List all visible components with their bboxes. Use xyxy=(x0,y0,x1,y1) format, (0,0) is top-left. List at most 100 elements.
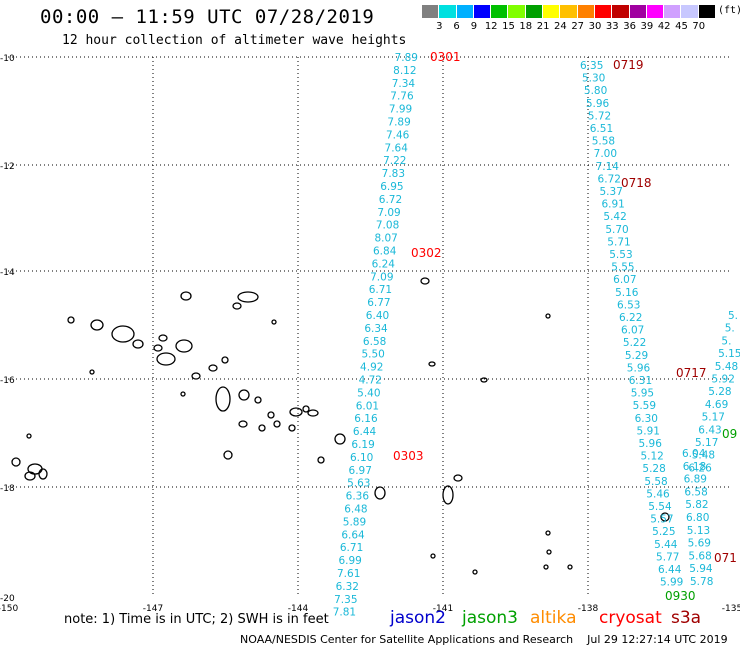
wave-height-value: 5.78 xyxy=(690,576,713,588)
wave-height-value: 7.89 xyxy=(387,117,410,129)
wave-height-value: 5.17 xyxy=(702,412,725,424)
legend-swatch xyxy=(473,5,492,18)
wave-height-value: 7.09 xyxy=(370,271,393,283)
legend-tick-label: 15 xyxy=(502,21,515,32)
island-outline xyxy=(89,369,95,375)
island-outline xyxy=(237,291,259,303)
legend-swatch xyxy=(508,5,526,18)
wave-height-value: 7.00 xyxy=(594,148,617,160)
island-outline xyxy=(258,424,266,432)
legend-tick-label: 27 xyxy=(571,21,585,32)
wave-height-value: 5.58 xyxy=(592,136,615,148)
island-outline xyxy=(289,407,303,417)
wave-height-value: 5.22 xyxy=(623,337,646,349)
wave-height-value: 6.77 xyxy=(367,297,390,309)
legend-swatch xyxy=(456,5,474,18)
wave-height-value: 5.37 xyxy=(600,186,623,198)
wave-height-value: 6.91 xyxy=(601,199,624,211)
longitude-label: -150 xyxy=(0,604,18,614)
longitude-label: -144 xyxy=(288,604,309,614)
island-outline xyxy=(238,389,250,401)
island-outline xyxy=(223,450,233,460)
wave-height-value: 6.58 xyxy=(363,336,386,348)
legend-tick-label: 33 xyxy=(605,21,619,32)
island-outline xyxy=(191,372,201,380)
wave-height-value: 5.13 xyxy=(687,525,710,537)
wave-height-value: 7.22 xyxy=(383,155,406,167)
wave-height-value: 5.16 xyxy=(615,287,639,299)
island-outline xyxy=(660,512,670,522)
longitude-label: -135 xyxy=(722,604,740,614)
wave-height-value: 5.57 xyxy=(650,514,673,526)
island-outline xyxy=(420,277,430,285)
wave-height-value: 5.48 xyxy=(715,361,738,373)
wave-height-value: 6.22 xyxy=(619,312,642,324)
wave-height-value: 7.89 xyxy=(395,52,418,64)
latitude-label: -12 xyxy=(0,162,15,172)
legend-tick-label: 12 xyxy=(484,21,498,32)
wave-height-value: 5.12 xyxy=(640,451,663,463)
legend-tick-label: 6 xyxy=(453,21,460,32)
map-title: 00:00 – 11:59 UTC 07/28/2019 xyxy=(40,6,375,28)
latitude-label: -16 xyxy=(0,376,15,386)
wave-height-value: 6.58 xyxy=(684,486,707,498)
legend-swatch xyxy=(422,5,440,18)
wave-height-value: 5. xyxy=(725,323,735,335)
island-outline xyxy=(158,334,168,342)
wave-height-value: 8.12 xyxy=(393,65,416,77)
wave-height-value: 6.64 xyxy=(341,529,365,541)
satellite-label-jason3: jason3 xyxy=(462,608,518,628)
wave-height-value: 4.92 xyxy=(360,362,383,374)
wave-height-value: 5. xyxy=(728,310,738,322)
wave-height-value: 5.40 xyxy=(357,387,380,399)
wave-height-value: 6.40 xyxy=(366,310,389,322)
wave-height-value: 6.07 xyxy=(621,325,644,337)
footer-credit: NOAA/NESDIS Center for Satellite Applica… xyxy=(240,633,728,646)
island-outline xyxy=(543,564,549,570)
latitude-label: -14 xyxy=(0,268,15,278)
wave-height-value: 6.19 xyxy=(351,439,374,451)
footer-note: note: 1) Time is in UTC; 2) SWH is in fe… xyxy=(64,612,329,627)
wave-height-value: 5.82 xyxy=(685,499,708,511)
wave-height-value: 7.09 xyxy=(377,207,400,219)
wave-height-value: 6.72 xyxy=(379,194,402,206)
wave-height-value: 4.72 xyxy=(359,375,382,387)
wave-height-value: 6.84 xyxy=(373,246,397,258)
wave-height-value: 7.76 xyxy=(390,91,414,103)
pass-time-label: 0930 xyxy=(665,589,696,603)
satellite-label-altika: altika xyxy=(530,608,577,628)
island-outline xyxy=(374,486,386,500)
island-outline xyxy=(232,302,242,310)
wave-height-value: 5.68 xyxy=(688,550,711,562)
pass-time-label: 0717 xyxy=(676,366,707,380)
island-outline xyxy=(567,564,573,570)
wave-height-value: 5.30 xyxy=(582,73,605,85)
legend-unit: (ft) xyxy=(718,5,740,16)
pass-time-label: 0719 xyxy=(613,58,644,72)
wave-height-value: 5.28 xyxy=(708,386,731,398)
wave-height-value: 6.44 xyxy=(658,564,682,576)
island-outline xyxy=(453,474,463,482)
wave-height-value: 5.54 xyxy=(648,501,672,513)
island-outline xyxy=(334,433,346,445)
wave-height-value: 5.92 xyxy=(712,374,735,386)
wave-height-value: 6.16 xyxy=(354,413,378,425)
legend-tick-label: 24 xyxy=(554,21,567,32)
wave-height-value: 6.18 xyxy=(683,461,706,473)
island-outline xyxy=(267,411,275,419)
legend-tick-label: 42 xyxy=(657,21,671,32)
satellite-label-jason2: jason2 xyxy=(390,608,446,628)
wave-height-value: 5.55 xyxy=(611,262,634,274)
wave-height-value: 6.97 xyxy=(349,465,372,477)
wave-height-value: 5.95 xyxy=(631,388,654,400)
island-outline xyxy=(175,339,193,353)
wave-height-value: 6.10 xyxy=(350,452,373,464)
wave-height-value: 6.51 xyxy=(590,123,613,135)
satellite-label-cryosat: cryosat xyxy=(599,608,662,628)
wave-height-value: 5.71 xyxy=(607,236,630,248)
wave-height-value: 5.91 xyxy=(637,425,660,437)
wave-height-value: 5.63 xyxy=(347,478,370,490)
island-outline xyxy=(221,356,229,364)
wave-height-value: 5.17 xyxy=(695,437,718,449)
